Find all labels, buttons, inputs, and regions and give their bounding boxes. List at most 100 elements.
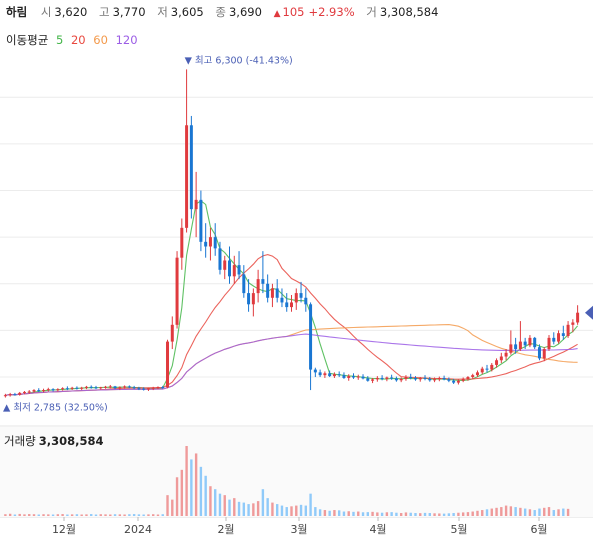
candle-body: [218, 248, 222, 270]
candle-body: [347, 376, 351, 378]
candle-body: [242, 274, 246, 294]
candle-body: [576, 312, 580, 323]
volume-bar: [466, 512, 470, 516]
volume-bar: [214, 489, 217, 516]
volume-bar: [261, 489, 265, 516]
candle: [557, 330, 561, 344]
volume-bar: [47, 514, 50, 516]
candle-body: [304, 297, 308, 305]
candle-body: [313, 369, 317, 373]
candle: [309, 302, 313, 391]
price-header: 하림 시 3,620 고 3,770 저 3,605 종 3,690 ▲ 105 +2.93…: [6, 4, 446, 20]
volume-bar: [37, 514, 40, 516]
candle: [518, 321, 522, 351]
candle-body: [127, 386, 131, 388]
volume-bar: [452, 513, 455, 516]
volume-bar: [23, 514, 26, 516]
candle: [490, 363, 494, 372]
candle: [256, 269, 260, 303]
volume-bar: [75, 514, 79, 516]
candle: [285, 293, 289, 312]
candle-body: [13, 394, 17, 396]
volume-bar: [109, 514, 112, 516]
candle-body: [504, 352, 508, 357]
candle: [237, 251, 241, 280]
volume-bar: [461, 512, 465, 516]
ma-120-label[interactable]: 120: [115, 33, 138, 47]
volume-bar: [247, 504, 250, 516]
candle: [442, 375, 446, 381]
candle: [213, 223, 217, 256]
candle: [547, 335, 551, 351]
candle-body: [42, 390, 46, 392]
candle-body: [433, 379, 437, 381]
volume-bar: [199, 466, 203, 516]
volume-bar: [514, 507, 517, 516]
candle-body: [351, 376, 355, 378]
candle: [351, 373, 355, 379]
volume-bar: [194, 453, 198, 516]
candle: [380, 375, 384, 381]
candle: [156, 386, 160, 390]
candle: [361, 374, 365, 380]
candle: [204, 223, 208, 258]
volume-bar: [447, 513, 451, 516]
candle-body: [180, 227, 184, 258]
candle-body: [3, 395, 7, 397]
volume-bar: [137, 514, 141, 516]
candle-body: [46, 389, 50, 391]
volume-bar: [132, 514, 136, 516]
x-tick-label: 2월: [217, 523, 234, 536]
candle: [576, 305, 580, 325]
close-value: 3,690: [228, 5, 262, 19]
volume-bar: [66, 514, 69, 516]
candle: [27, 390, 31, 394]
volume-bar: [433, 513, 436, 516]
volume-bar: [376, 512, 379, 516]
volume-bar: [552, 510, 555, 516]
ma-20-label[interactable]: 20: [70, 33, 86, 47]
candle-body: [466, 377, 470, 379]
volume-value: 3,308,584: [379, 5, 439, 19]
candle: [390, 374, 394, 380]
candle-body: [509, 344, 513, 353]
candle: [437, 376, 441, 382]
moving-average-legend[interactable]: 이동평균 5 20 60 120: [6, 32, 142, 48]
candle: [185, 69, 189, 233]
volume-bar: [204, 475, 207, 516]
volume-bar: [442, 513, 446, 516]
candle: [475, 370, 479, 378]
volume-bar: [304, 505, 308, 516]
volume-bar: [228, 499, 231, 516]
volume-panel-title: 거래량: [4, 434, 36, 448]
low-label: 저: [157, 5, 168, 19]
candle-body: [514, 344, 518, 350]
volume-bar: [266, 498, 269, 516]
volume-bar: [485, 509, 489, 516]
volume-bar: [85, 514, 88, 516]
volume-bar: [414, 513, 417, 516]
volume-bar: [256, 501, 260, 516]
candle: [447, 377, 451, 383]
candle: [504, 349, 508, 361]
candle-body: [189, 125, 193, 210]
ma-60-line: [5, 324, 578, 396]
candle: [337, 371, 341, 378]
volume-bar: [309, 493, 312, 516]
candle-body: [342, 375, 346, 378]
candle: [146, 387, 150, 392]
volume-bar: [314, 507, 317, 516]
ma-5-label[interactable]: 5: [55, 33, 64, 47]
candle: [552, 332, 556, 345]
high-label: 고: [99, 5, 110, 19]
ma-60-label[interactable]: 60: [93, 33, 108, 47]
volume-panel: [0, 427, 593, 517]
candle-body: [299, 293, 303, 298]
candle-body: [175, 257, 179, 325]
candle: [571, 319, 575, 333]
candle: [313, 367, 317, 378]
candle: [247, 279, 251, 312]
candle: [266, 274, 270, 303]
x-tick-label: 2024: [124, 523, 152, 536]
